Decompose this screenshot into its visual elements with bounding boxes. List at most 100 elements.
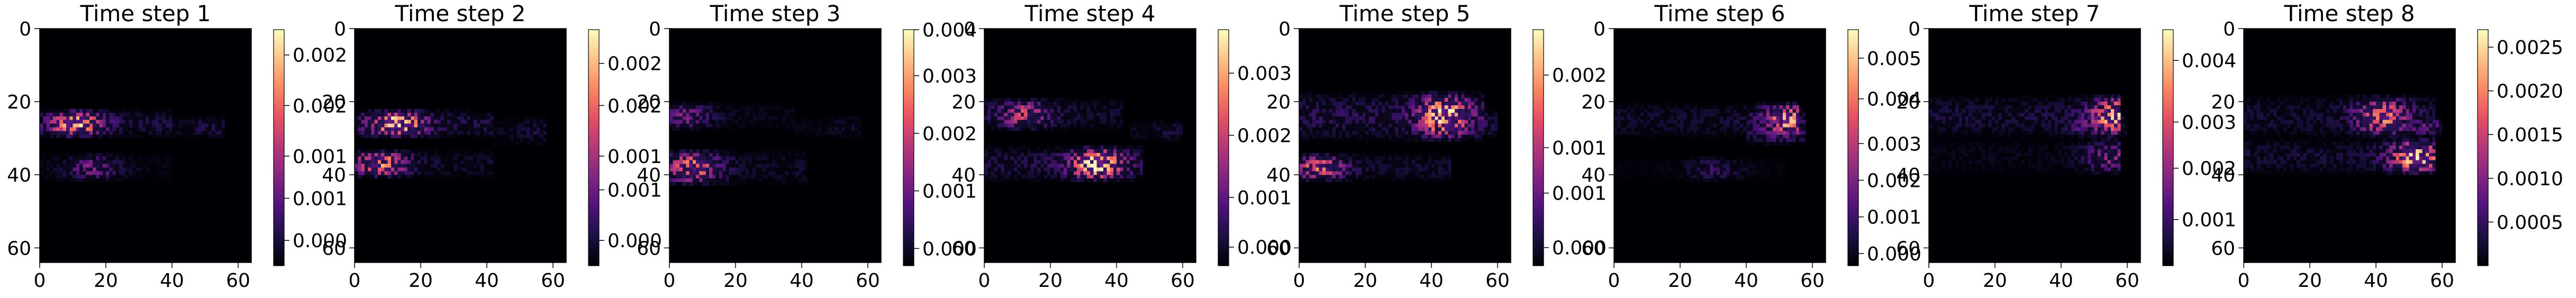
y-tick-label: 40 — [7, 165, 31, 186]
colorbar-tick-label: 0.002 — [607, 95, 662, 117]
colorbar-tick-label: 0.002 — [293, 95, 347, 117]
colorbar-tick-label: 0.002 — [293, 45, 347, 67]
x-tick-label: 20 — [723, 270, 748, 292]
y-tick-label: 0 — [1908, 19, 1920, 40]
x-tick-label: 40 — [2049, 270, 2073, 292]
y-tick-label: 20 — [637, 92, 661, 113]
panel-title: Time step 2 — [394, 1, 525, 26]
colorbar-tick-label: 0.004 — [1867, 89, 1921, 111]
colorbar-tick-label: 0.0005 — [2497, 212, 2563, 233]
colorbar-tick-label: 0.000 — [922, 238, 977, 260]
heatmap-image — [40, 29, 251, 263]
colorbar-tick-label: 0.003 — [1237, 63, 1292, 85]
colorbar-tick-label: 0.002 — [1552, 65, 1607, 87]
colorbar-tick-label: 0.003 — [1867, 133, 1921, 155]
heatmap-image — [355, 29, 566, 263]
x-tick-label: 40 — [790, 270, 814, 292]
y-tick-label: 20 — [7, 92, 31, 113]
y-tick-label: 20 — [1581, 92, 1606, 113]
heatmap-panel: Time step 70 20 40 6002040600.0010.0020.003… — [1896, 1, 2236, 292]
y-tick-label: 40 — [1581, 165, 1606, 186]
colorbar-tick-label: 0.001 — [1867, 207, 1921, 229]
x-tick-label: 20 — [1353, 270, 1377, 292]
x-tick-label: 60 — [1171, 270, 1195, 292]
colorbar-tick-label: 0.001 — [1237, 187, 1292, 209]
y-tick-label: 40 — [637, 165, 661, 186]
heatmap-image — [1299, 29, 1511, 263]
colorbar-tick-label: 0.001 — [2182, 210, 2236, 231]
colorbar — [1532, 29, 1544, 266]
y-tick-label: 60 — [7, 238, 31, 259]
x-tick-label: 60 — [1485, 270, 1510, 292]
y-tick-label: 0 — [2223, 19, 2235, 40]
colorbar-tick-label: 0.001 — [1552, 138, 1607, 159]
colorbar-tick-label: 0.001 — [1552, 183, 1607, 205]
colorbar-tick-label: 0.0010 — [2497, 168, 2563, 190]
colorbar-tick-label: 0.001 — [607, 146, 662, 168]
axes-frame — [39, 28, 252, 263]
colorbar — [1847, 29, 1859, 266]
y-tick-label: 0 — [334, 19, 346, 40]
panel-title: Time step 4 — [1024, 1, 1155, 26]
y-tick-label: 20 — [951, 92, 976, 113]
x-tick-label: 40 — [160, 270, 184, 292]
heatmap-image — [669, 29, 881, 263]
colorbar-tick-label: 0.001 — [293, 188, 347, 210]
panel-title: Time step 3 — [709, 1, 840, 26]
colorbar-tick-label: 0.002 — [607, 53, 662, 75]
x-tick-label: 60 — [541, 270, 565, 292]
y-tick-label: 0 — [1278, 19, 1291, 40]
panel-title: Time step 7 — [1969, 1, 2100, 26]
axes-frame — [1613, 28, 1826, 263]
colorbar-tick-label: 0.001 — [293, 146, 347, 168]
y-tick-label: 20 — [2211, 92, 2235, 113]
x-tick-label: 60 — [1800, 270, 1825, 292]
colorbar-tick-label: 0.002 — [922, 123, 977, 145]
heatmap-image — [1929, 29, 2140, 263]
colorbar-tick-label: 0.0015 — [2497, 124, 2563, 146]
y-tick-label: 60 — [1581, 238, 1606, 259]
y-tick-label: 40 — [951, 165, 976, 186]
axes-frame — [1928, 28, 2141, 263]
colorbar-tick-label: 0.004 — [2182, 50, 2236, 72]
heatmap-panel: Time step 80 20 40 6002040600.00050.00100.0… — [2211, 1, 2563, 292]
colorbar-tick-label: 0.001 — [607, 180, 662, 202]
colorbar-tick-label: 0.003 — [2182, 112, 2236, 133]
axes-frame — [2243, 28, 2456, 263]
colorbar-tick-label: 0.001 — [922, 181, 977, 203]
x-tick-label: 20 — [1038, 270, 1063, 292]
y-tick-label: 60 — [637, 238, 661, 259]
x-tick-label: 40 — [475, 270, 499, 292]
y-tick-label: 20 — [1266, 92, 1291, 113]
y-tick-label: 40 — [1896, 165, 1920, 186]
x-tick-label: 0 — [1293, 270, 1305, 292]
colorbar-tick-label: 0.000 — [1552, 238, 1607, 259]
x-tick-label: 60 — [2115, 270, 2139, 292]
colorbar-tick-label: 0.000 — [1237, 237, 1292, 259]
x-tick-label: 40 — [1734, 270, 1758, 292]
y-tick-label: 60 — [951, 238, 976, 259]
colorbar — [2477, 29, 2489, 266]
x-tick-label: 20 — [1983, 270, 2007, 292]
x-tick-label: 60 — [856, 270, 880, 292]
colorbar — [588, 29, 600, 266]
panel-title: Time step 5 — [1339, 1, 1470, 26]
y-tick-label: 0 — [649, 19, 661, 40]
colorbar-tick-label: 0.0020 — [2497, 81, 2563, 103]
panel-title: Time step 6 — [1654, 1, 1785, 26]
heatmap-image — [984, 29, 1196, 263]
y-tick-label: 60 — [2211, 238, 2235, 259]
colorbar-tick-label: 0.002 — [1867, 170, 1921, 192]
x-tick-label: 0 — [978, 270, 991, 292]
colorbar — [273, 29, 285, 266]
colorbar-tick-label: 0.0025 — [2497, 37, 2563, 59]
heatmap-image — [2244, 29, 2455, 263]
colorbar-tick-label: 0.000 — [607, 230, 662, 252]
colorbar-tick-label: 0.000 — [1867, 243, 1921, 265]
y-tick-label: 60 — [1896, 238, 1920, 259]
y-tick-label: 40 — [1266, 165, 1291, 186]
y-tick-label: 40 — [322, 165, 346, 186]
